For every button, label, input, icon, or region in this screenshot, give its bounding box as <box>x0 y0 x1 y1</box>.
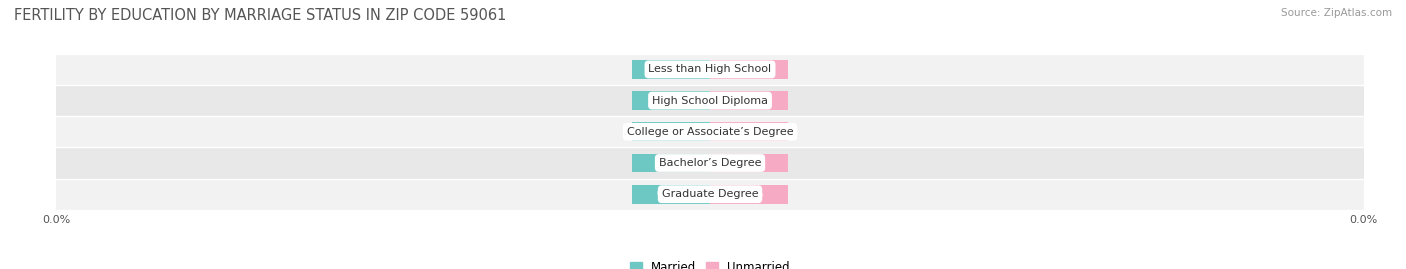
Bar <box>56 147 1364 179</box>
Text: 0.0%: 0.0% <box>735 64 763 75</box>
Text: 0.0%: 0.0% <box>657 95 685 106</box>
Text: 0.0%: 0.0% <box>657 158 685 168</box>
Text: 0.0%: 0.0% <box>735 95 763 106</box>
Text: College or Associate’s Degree: College or Associate’s Degree <box>627 127 793 137</box>
Text: 0.0%: 0.0% <box>657 127 685 137</box>
Bar <box>710 91 789 110</box>
Text: High School Diploma: High School Diploma <box>652 95 768 106</box>
Bar <box>710 154 789 172</box>
Text: 0.0%: 0.0% <box>735 189 763 199</box>
Text: Less than High School: Less than High School <box>648 64 772 75</box>
Legend: Married, Unmarried: Married, Unmarried <box>630 261 790 269</box>
Bar <box>710 60 789 79</box>
Bar <box>631 154 710 172</box>
Text: 0.0%: 0.0% <box>657 189 685 199</box>
Bar <box>56 116 1364 147</box>
Text: 0.0%: 0.0% <box>735 127 763 137</box>
Text: Source: ZipAtlas.com: Source: ZipAtlas.com <box>1281 8 1392 18</box>
Bar <box>631 122 710 141</box>
Bar <box>631 60 710 79</box>
Text: FERTILITY BY EDUCATION BY MARRIAGE STATUS IN ZIP CODE 59061: FERTILITY BY EDUCATION BY MARRIAGE STATU… <box>14 8 506 23</box>
Bar <box>56 85 1364 116</box>
Bar <box>631 91 710 110</box>
Text: 0.0%: 0.0% <box>735 158 763 168</box>
Bar <box>631 185 710 204</box>
Text: 0.0%: 0.0% <box>657 64 685 75</box>
Text: Bachelor’s Degree: Bachelor’s Degree <box>659 158 761 168</box>
Bar <box>710 122 789 141</box>
Bar <box>56 54 1364 85</box>
Text: Graduate Degree: Graduate Degree <box>662 189 758 199</box>
Bar <box>56 179 1364 210</box>
Bar <box>710 185 789 204</box>
